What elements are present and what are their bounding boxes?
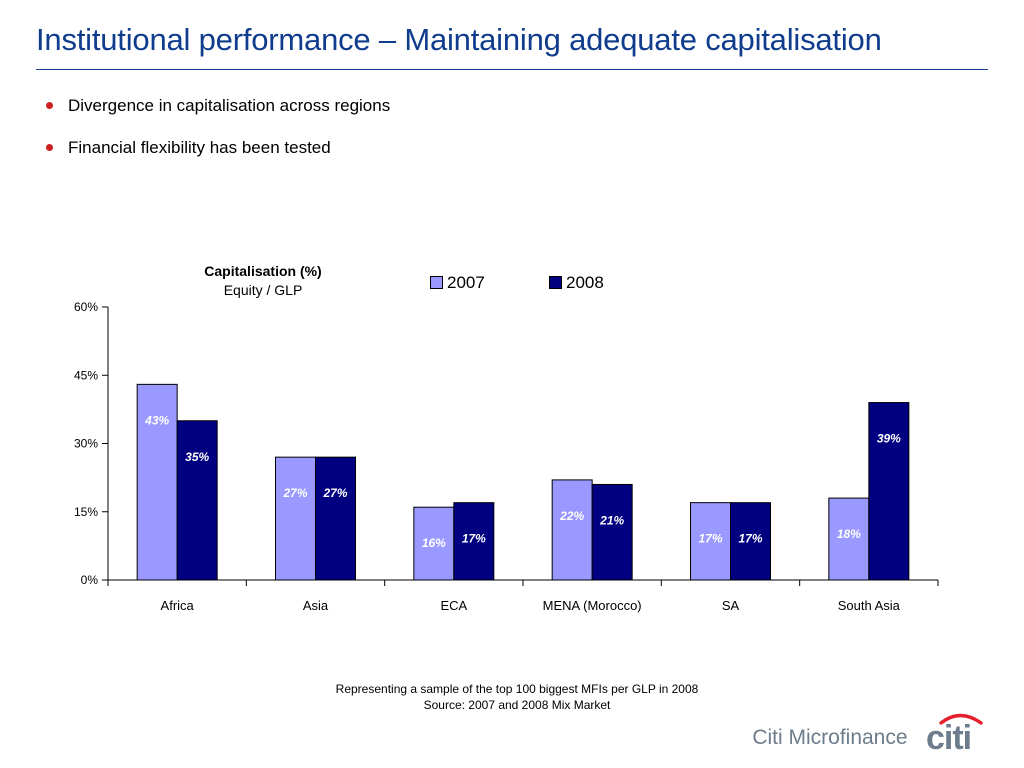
slide-title: Institutional performance – Maintaining … bbox=[36, 22, 882, 57]
chart-subtitle: Equity / GLP bbox=[223, 282, 303, 298]
data-label-2008: 17% bbox=[462, 532, 486, 546]
legend-label-2007: 2007 bbox=[447, 273, 485, 292]
data-label-2007: 18% bbox=[837, 527, 861, 541]
bar-2007 bbox=[275, 456, 316, 581]
legend-swatch-2007 bbox=[430, 276, 443, 290]
data-label-2007: 27% bbox=[282, 486, 307, 500]
brand-name: Citi Microfinance bbox=[752, 726, 908, 749]
chart-title-block: Capitalisation (%) Equity / GLP bbox=[143, 262, 383, 300]
bullet-item: Financial flexibility has been tested bbox=[46, 137, 390, 179]
data-label-2008: 27% bbox=[322, 486, 347, 500]
x-tick-label: South Asia bbox=[838, 598, 901, 613]
footnote-sample: Representing a sample of the top 100 big… bbox=[335, 682, 699, 696]
bar-2008 bbox=[591, 483, 633, 581]
chart-title: Capitalisation (%) bbox=[204, 263, 322, 279]
bar-2008 bbox=[315, 456, 356, 581]
footnote-source: Source: 2007 and 2008 Mix Market bbox=[423, 698, 611, 712]
bullet-item: Divergence in capitalisation across regi… bbox=[46, 95, 390, 137]
bullet-text: Divergence in capitalisation across regi… bbox=[68, 96, 391, 115]
bullet-dot-icon bbox=[46, 144, 53, 151]
data-label-2007: 16% bbox=[422, 536, 446, 550]
x-tick-label: SA bbox=[722, 598, 740, 613]
data-label-2007: 22% bbox=[559, 509, 584, 523]
bar-2007 bbox=[136, 383, 178, 581]
bar-2007 bbox=[413, 506, 455, 581]
legend-item-2008: 2008 bbox=[549, 273, 604, 293]
data-label-2008: 35% bbox=[185, 450, 209, 464]
x-tick-label: Africa bbox=[161, 598, 195, 613]
data-label-2008: 17% bbox=[738, 532, 762, 546]
bar-2008 bbox=[453, 502, 495, 581]
bullet-text: Financial flexibility has been tested bbox=[68, 138, 331, 157]
bar-2008 bbox=[868, 402, 910, 581]
data-label-2008: 21% bbox=[599, 513, 624, 527]
bar-2007 bbox=[551, 479, 593, 581]
data-label-2008: 39% bbox=[877, 432, 901, 446]
bar-2008 bbox=[176, 420, 218, 581]
legend-label-2008: 2008 bbox=[566, 273, 604, 292]
y-tick-label: 0% bbox=[81, 573, 99, 587]
y-tick-label: 15% bbox=[74, 505, 98, 519]
bar-2008 bbox=[730, 502, 771, 581]
legend-item-2007: 2007 bbox=[430, 273, 485, 293]
bullet-dot-icon bbox=[46, 102, 53, 109]
x-tick-label: Asia bbox=[303, 598, 329, 613]
brand-block: Citi Microfinance citi bbox=[752, 708, 988, 752]
citi-logo-icon: citi bbox=[926, 713, 983, 752]
data-label-2007: 43% bbox=[144, 413, 169, 427]
y-tick-label: 30% bbox=[74, 437, 98, 451]
data-label-2007: 17% bbox=[698, 532, 722, 546]
x-tick-label: ECA bbox=[440, 598, 467, 613]
y-tick-label: 45% bbox=[74, 368, 98, 382]
bar-2007 bbox=[828, 497, 870, 581]
svg-text:citi: citi bbox=[926, 719, 971, 752]
y-tick-label: 60% bbox=[74, 300, 98, 314]
bullet-list: Divergence in capitalisation across regi… bbox=[46, 95, 390, 179]
title-divider bbox=[36, 69, 988, 70]
legend-swatch-2008 bbox=[549, 276, 562, 290]
x-tick-label: MENA (Morocco) bbox=[543, 598, 642, 613]
